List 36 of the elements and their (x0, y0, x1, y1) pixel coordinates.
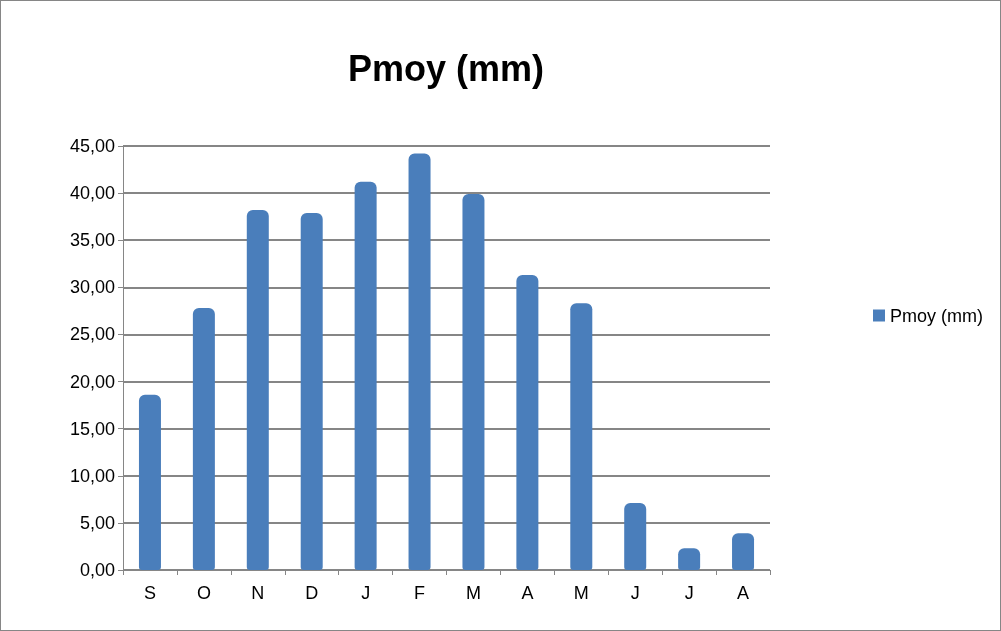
y-tick-label: 30,00 (69, 277, 115, 298)
x-tick-label: D (305, 583, 319, 603)
x-tick-label: J (361, 583, 371, 603)
x-tick-label: M (573, 583, 589, 603)
x-tick-label: A (521, 583, 534, 603)
bar (246, 210, 269, 570)
y-tick-label: 35,00 (69, 230, 115, 251)
y-tick-label: 20,00 (69, 371, 115, 392)
legend-label: Pmoy (mm) (890, 305, 984, 326)
bar (516, 275, 539, 570)
bar (678, 548, 701, 570)
x-tick-label: O (196, 583, 211, 603)
y-tick-label: 15,00 (69, 418, 115, 439)
y-tick-label: 40,00 (69, 183, 115, 204)
bar (570, 303, 593, 570)
x-tick-label: F (414, 583, 426, 603)
bar (732, 533, 755, 570)
x-tick-label: J (684, 583, 694, 603)
bar (192, 308, 215, 570)
bar (408, 153, 431, 570)
bar (354, 181, 377, 570)
x-tick-label: S (143, 583, 156, 603)
bar (300, 212, 323, 570)
y-tick-label: 0,00 (79, 560, 115, 580)
y-tick-label: 10,00 (69, 465, 115, 486)
x-tick-label: N (251, 583, 265, 603)
x-tick-label: A (737, 583, 750, 603)
y-tick-label: 25,00 (69, 324, 115, 345)
bar (462, 194, 485, 570)
y-tick-label: 5,00 (79, 512, 115, 533)
bar (624, 503, 647, 570)
bar (138, 394, 161, 570)
chart-title: Pmoy (mm) (347, 47, 545, 89)
y-tick-label: 45,00 (69, 136, 115, 156)
x-tick-label: M (465, 583, 481, 603)
x-tick-label: J (630, 583, 640, 603)
